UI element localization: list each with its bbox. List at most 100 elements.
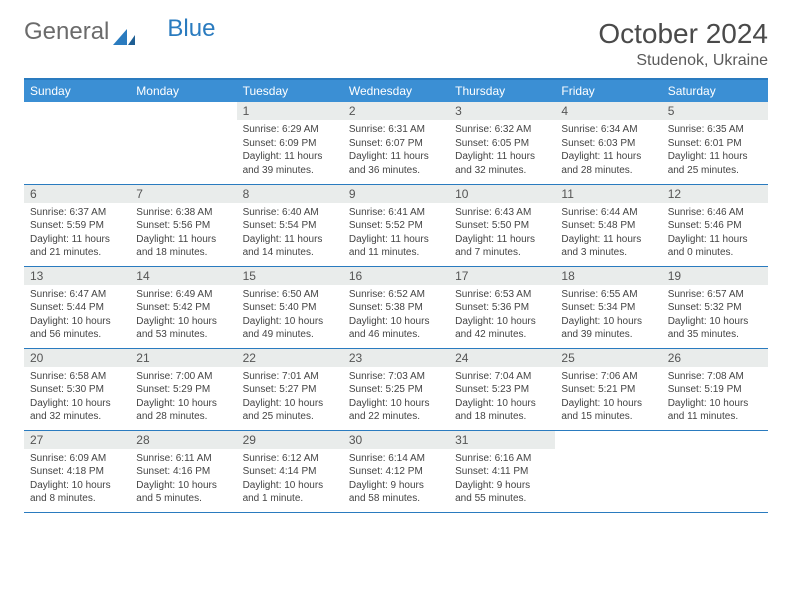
daylight-line: Daylight: 10 hours and 46 minutes. (349, 315, 443, 342)
day-number: 28 (130, 431, 236, 449)
page-title: October 2024 (598, 18, 768, 50)
day-number: 31 (449, 431, 555, 449)
day-info: Sunrise: 7:08 AMSunset: 5:19 PMDaylight:… (662, 367, 768, 428)
calendar-day-cell: 29Sunrise: 6:12 AMSunset: 4:14 PMDayligh… (237, 430, 343, 512)
sunset-line: Sunset: 5:48 PM (561, 219, 655, 233)
day-number: 4 (555, 102, 661, 120)
day-number: 12 (662, 185, 768, 203)
calendar-day-cell: 31Sunrise: 6:16 AMSunset: 4:11 PMDayligh… (449, 430, 555, 512)
day-number: 5 (662, 102, 768, 120)
daylight-line: Daylight: 10 hours and 15 minutes. (561, 397, 655, 424)
sunrise-line: Sunrise: 6:37 AM (30, 206, 124, 220)
weekday-header: Tuesday (237, 80, 343, 102)
day-info: Sunrise: 6:12 AMSunset: 4:14 PMDaylight:… (237, 449, 343, 510)
day-info: Sunrise: 6:58 AMSunset: 5:30 PMDaylight:… (24, 367, 130, 428)
day-number: 23 (343, 349, 449, 367)
day-number: 11 (555, 185, 661, 203)
daylight-line: Daylight: 10 hours and 53 minutes. (136, 315, 230, 342)
day-number: 10 (449, 185, 555, 203)
daylight-line: Daylight: 10 hours and 39 minutes. (561, 315, 655, 342)
sunset-line: Sunset: 6:01 PM (668, 137, 762, 151)
daylight-line: Daylight: 10 hours and 56 minutes. (30, 315, 124, 342)
calendar-empty-cell (555, 430, 661, 512)
title-block: October 2024 Studenok, Ukraine (598, 18, 768, 70)
logo: General Blue (24, 18, 215, 46)
day-number: 17 (449, 267, 555, 285)
day-number: 19 (662, 267, 768, 285)
sunrise-line: Sunrise: 6:29 AM (243, 123, 337, 137)
sunrise-line: Sunrise: 6:55 AM (561, 288, 655, 302)
sunrise-line: Sunrise: 6:16 AM (455, 452, 549, 466)
logo-text-general: General (24, 18, 109, 46)
calendar-day-cell: 9Sunrise: 6:41 AMSunset: 5:52 PMDaylight… (343, 184, 449, 266)
sunset-line: Sunset: 6:09 PM (243, 137, 337, 151)
sunset-line: Sunset: 4:18 PM (30, 465, 124, 479)
calendar-day-cell: 30Sunrise: 6:14 AMSunset: 4:12 PMDayligh… (343, 430, 449, 512)
day-number: 29 (237, 431, 343, 449)
sunrise-line: Sunrise: 6:35 AM (668, 123, 762, 137)
calendar-day-cell: 20Sunrise: 6:58 AMSunset: 5:30 PMDayligh… (24, 348, 130, 430)
sunrise-line: Sunrise: 6:47 AM (30, 288, 124, 302)
calendar-week-row: 13Sunrise: 6:47 AMSunset: 5:44 PMDayligh… (24, 266, 768, 348)
day-number: 18 (555, 267, 661, 285)
day-number: 7 (130, 185, 236, 203)
daylight-line: Daylight: 10 hours and 25 minutes. (243, 397, 337, 424)
calendar-day-cell: 1Sunrise: 6:29 AMSunset: 6:09 PMDaylight… (237, 102, 343, 184)
day-number: 26 (662, 349, 768, 367)
daylight-line: Daylight: 11 hours and 25 minutes. (668, 150, 762, 177)
day-info: Sunrise: 6:55 AMSunset: 5:34 PMDaylight:… (555, 285, 661, 346)
sunrise-line: Sunrise: 6:11 AM (136, 452, 230, 466)
sunset-line: Sunset: 5:19 PM (668, 383, 762, 397)
day-info: Sunrise: 6:09 AMSunset: 4:18 PMDaylight:… (24, 449, 130, 510)
day-info: Sunrise: 7:01 AMSunset: 5:27 PMDaylight:… (237, 367, 343, 428)
daylight-line: Daylight: 11 hours and 21 minutes. (30, 233, 124, 260)
sunset-line: Sunset: 5:38 PM (349, 301, 443, 315)
location-subtitle: Studenok, Ukraine (598, 52, 768, 70)
daylight-line: Daylight: 10 hours and 18 minutes. (455, 397, 549, 424)
daylight-line: Daylight: 11 hours and 0 minutes. (668, 233, 762, 260)
day-info: Sunrise: 6:32 AMSunset: 6:05 PMDaylight:… (449, 120, 555, 181)
daylight-line: Daylight: 11 hours and 11 minutes. (349, 233, 443, 260)
weekday-header: Wednesday (343, 80, 449, 102)
calendar-day-cell: 14Sunrise: 6:49 AMSunset: 5:42 PMDayligh… (130, 266, 236, 348)
day-info: Sunrise: 6:50 AMSunset: 5:40 PMDaylight:… (237, 285, 343, 346)
calendar-day-cell: 11Sunrise: 6:44 AMSunset: 5:48 PMDayligh… (555, 184, 661, 266)
sunrise-line: Sunrise: 7:03 AM (349, 370, 443, 384)
weekday-header: Friday (555, 80, 661, 102)
calendar-day-cell: 23Sunrise: 7:03 AMSunset: 5:25 PMDayligh… (343, 348, 449, 430)
calendar-day-cell: 22Sunrise: 7:01 AMSunset: 5:27 PMDayligh… (237, 348, 343, 430)
day-info: Sunrise: 6:11 AMSunset: 4:16 PMDaylight:… (130, 449, 236, 510)
sunrise-line: Sunrise: 6:38 AM (136, 206, 230, 220)
sunset-line: Sunset: 6:05 PM (455, 137, 549, 151)
sunset-line: Sunset: 6:07 PM (349, 137, 443, 151)
day-number: 13 (24, 267, 130, 285)
calendar-day-cell: 4Sunrise: 6:34 AMSunset: 6:03 PMDaylight… (555, 102, 661, 184)
daylight-line: Daylight: 11 hours and 28 minutes. (561, 150, 655, 177)
calendar-day-cell: 19Sunrise: 6:57 AMSunset: 5:32 PMDayligh… (662, 266, 768, 348)
calendar-week-row: 6Sunrise: 6:37 AMSunset: 5:59 PMDaylight… (24, 184, 768, 266)
day-info: Sunrise: 6:37 AMSunset: 5:59 PMDaylight:… (24, 203, 130, 264)
sunrise-line: Sunrise: 6:57 AM (668, 288, 762, 302)
day-number: 2 (343, 102, 449, 120)
sunrise-line: Sunrise: 6:32 AM (455, 123, 549, 137)
day-info: Sunrise: 6:57 AMSunset: 5:32 PMDaylight:… (662, 285, 768, 346)
sunset-line: Sunset: 4:12 PM (349, 465, 443, 479)
day-number: 21 (130, 349, 236, 367)
calendar-day-cell: 21Sunrise: 7:00 AMSunset: 5:29 PMDayligh… (130, 348, 236, 430)
daylight-line: Daylight: 10 hours and 22 minutes. (349, 397, 443, 424)
day-number: 22 (237, 349, 343, 367)
day-info: Sunrise: 6:34 AMSunset: 6:03 PMDaylight:… (555, 120, 661, 181)
daylight-line: Daylight: 10 hours and 35 minutes. (668, 315, 762, 342)
calendar-day-cell: 24Sunrise: 7:04 AMSunset: 5:23 PMDayligh… (449, 348, 555, 430)
day-info: Sunrise: 6:38 AMSunset: 5:56 PMDaylight:… (130, 203, 236, 264)
day-number: 8 (237, 185, 343, 203)
day-info: Sunrise: 7:00 AMSunset: 5:29 PMDaylight:… (130, 367, 236, 428)
daylight-line: Daylight: 10 hours and 8 minutes. (30, 479, 124, 506)
sunset-line: Sunset: 5:46 PM (668, 219, 762, 233)
sunset-line: Sunset: 5:32 PM (668, 301, 762, 315)
sunset-line: Sunset: 4:11 PM (455, 465, 549, 479)
day-number: 24 (449, 349, 555, 367)
sunrise-line: Sunrise: 7:08 AM (668, 370, 762, 384)
sunrise-line: Sunrise: 6:34 AM (561, 123, 655, 137)
calendar-day-cell: 2Sunrise: 6:31 AMSunset: 6:07 PMDaylight… (343, 102, 449, 184)
